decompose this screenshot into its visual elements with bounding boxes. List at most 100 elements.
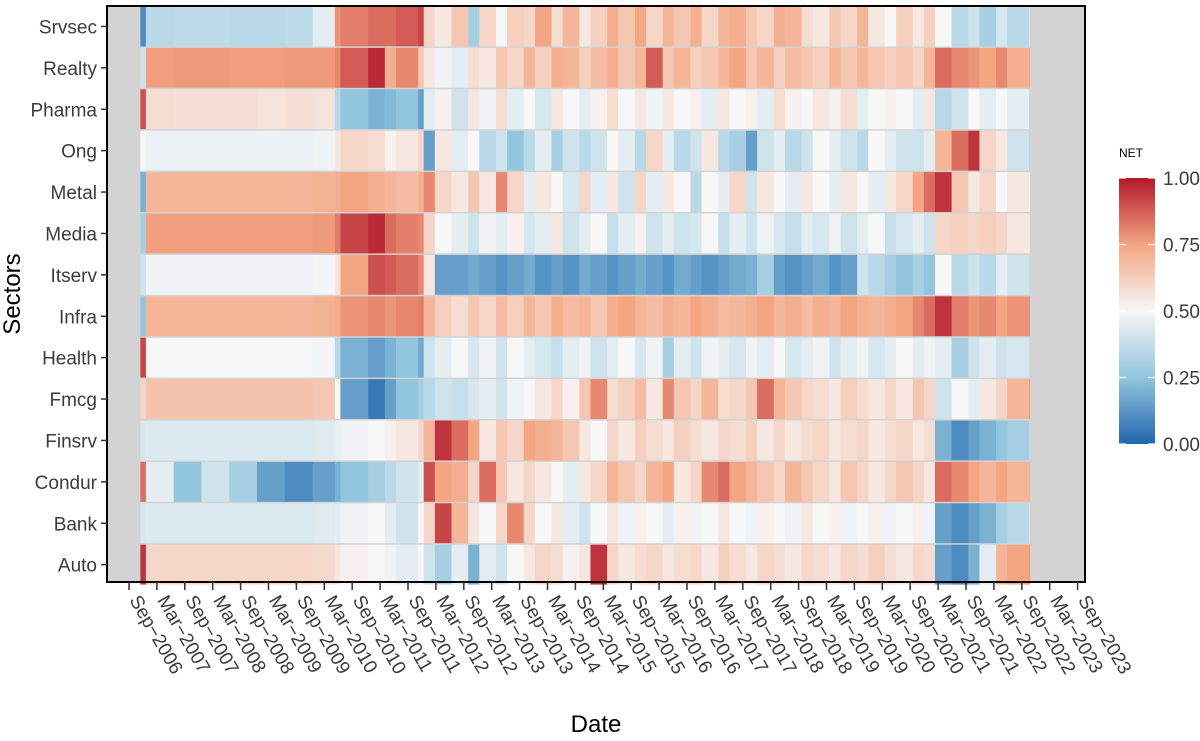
heatmap-cell — [579, 379, 592, 419]
heatmap-cell — [1029, 213, 1031, 254]
heatmap-cell — [868, 254, 886, 295]
heatmap-cell — [773, 47, 786, 88]
heatmap-cell — [634, 89, 647, 130]
heatmap-cell — [701, 254, 719, 295]
heatmap-cell — [579, 420, 592, 461]
heatmap-cell — [923, 254, 936, 295]
heatmap-cell — [646, 420, 664, 461]
heatmap-cell — [701, 89, 719, 130]
heatmap-cell — [590, 89, 608, 130]
heatmap-cell — [468, 130, 480, 171]
heatmap-cell — [551, 379, 564, 419]
heatmap-cell — [718, 130, 730, 171]
heatmap-cell — [579, 544, 592, 585]
heatmap-cell — [646, 296, 664, 337]
heatmap-cell — [334, 213, 341, 254]
heatmap-cell — [1029, 89, 1031, 130]
heatmap-cell — [334, 337, 341, 378]
heatmap-cell — [857, 420, 869, 461]
heatmap-cell — [812, 6, 830, 47]
heatmap-cell — [701, 337, 719, 378]
heatmap-cell — [395, 130, 419, 171]
heatmap-cell — [968, 130, 981, 171]
x-axis: Sep−2006Mar−2007Sep−2007Mar−2008Sep−2008… — [125, 582, 1135, 678]
heatmap-cell — [590, 420, 608, 461]
heatmap-cell — [334, 254, 341, 295]
heatmap-cell — [1007, 213, 1031, 254]
heatmap-cell — [334, 130, 341, 171]
heatmap-cell — [468, 47, 480, 88]
heatmap-cell — [923, 379, 936, 419]
heatmap-cell — [773, 172, 786, 212]
heatmap-cell — [923, 172, 936, 212]
heatmap-cell — [968, 337, 981, 378]
heatmap-cell — [579, 213, 592, 254]
heatmap-cell — [590, 172, 608, 212]
heatmap-cell — [479, 6, 497, 47]
heatmap-cell — [229, 47, 258, 88]
heatmap-cell — [718, 47, 730, 88]
y-tick-label: Metal — [51, 183, 97, 204]
legend-tick-label: 1.00 — [1163, 169, 1200, 190]
heatmap-cell — [284, 254, 314, 295]
heatmap-cell — [773, 420, 786, 461]
heatmap-cell — [551, 544, 564, 585]
heatmap-cell — [757, 461, 775, 502]
heatmap-cell — [312, 420, 336, 461]
heatmap-cell — [423, 296, 436, 337]
heatmap-cell — [551, 461, 564, 502]
heatmap-cell — [507, 337, 525, 378]
heatmap-cell — [690, 337, 703, 378]
heatmap-cell — [495, 461, 508, 502]
heatmap-cell — [746, 296, 758, 337]
heatmap-cell — [523, 254, 536, 295]
heatmap-cell — [996, 47, 1008, 88]
heatmap-cell — [507, 172, 525, 212]
heatmap-cell — [534, 89, 553, 130]
heatmap-cell — [829, 420, 842, 461]
heatmap-cell — [923, 296, 936, 337]
heatmap-cell — [934, 254, 953, 295]
heatmap-cell — [507, 47, 525, 88]
heatmap-cell — [451, 461, 469, 502]
heatmap-cell — [495, 420, 508, 461]
heatmap-cell — [312, 213, 336, 254]
heatmap-cell — [434, 296, 453, 337]
heatmap-cell — [607, 544, 619, 585]
heatmap-cell — [507, 544, 525, 585]
heatmap-cell — [646, 89, 664, 130]
heatmap-cell — [646, 379, 664, 419]
heatmap-cell — [507, 420, 525, 461]
heatmap-cell — [829, 296, 842, 337]
heatmap-cell — [434, 130, 453, 171]
heatmap-cell — [896, 6, 914, 47]
heatmap-cell — [312, 379, 336, 419]
heatmap-cell — [507, 6, 525, 47]
heatmap-cell — [634, 130, 647, 171]
heatmap-cell — [145, 296, 175, 337]
heatmap-cell — [590, 461, 608, 502]
heatmap-cell — [951, 130, 969, 171]
heatmap-cell — [451, 379, 469, 419]
heatmap-cell — [145, 503, 175, 544]
heatmap-cell — [884, 213, 897, 254]
heatmap-cell — [418, 337, 425, 378]
heatmap-cell — [340, 296, 369, 337]
heatmap-cell — [340, 420, 369, 461]
heatmap-cell — [746, 47, 758, 88]
heatmap-cell — [523, 296, 536, 337]
heatmap-cell — [773, 503, 786, 544]
heatmap-cell — [646, 337, 664, 378]
heatmap-cell — [284, 47, 314, 88]
heatmap-cell — [312, 337, 336, 378]
heatmap-cell — [634, 213, 647, 254]
heatmap-cell — [257, 296, 286, 337]
heatmap-cell — [173, 89, 203, 130]
heatmap-cell — [746, 420, 758, 461]
heatmap-cell — [1007, 379, 1031, 419]
heatmap-cell — [312, 296, 336, 337]
heatmap-cell — [140, 47, 147, 88]
heatmap-cell — [201, 47, 230, 88]
heatmap-cell — [479, 130, 497, 171]
heatmap-cell — [468, 503, 480, 544]
